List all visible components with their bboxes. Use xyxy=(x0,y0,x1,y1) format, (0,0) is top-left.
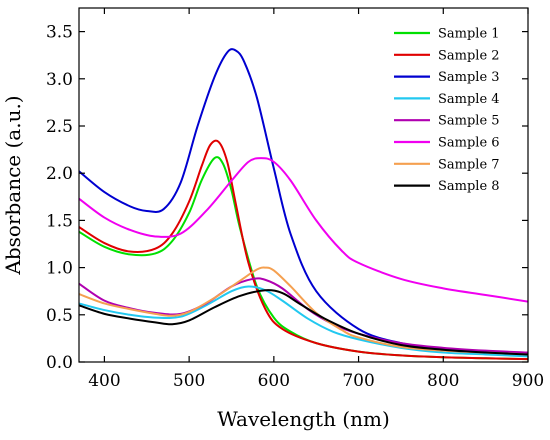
y-axis-title: Absorbance (a.u.) xyxy=(1,95,25,275)
legend-label-sample-5: Sample 5 xyxy=(438,114,500,129)
y-tick-label: 0.0 xyxy=(46,353,73,373)
y-tick-label: 3.0 xyxy=(46,70,73,90)
legend: Sample 1 Sample 2 Sample 3 Sample 4 Sample 5… xyxy=(394,27,500,194)
plot-frame xyxy=(78,7,529,363)
y-tick-label: 2.0 xyxy=(46,164,73,184)
series-layer xyxy=(79,48,528,361)
x-axis-title: Wavelength (nm) xyxy=(217,407,390,431)
y-tick-label: 1.0 xyxy=(46,259,73,279)
x-tick-label: 700 xyxy=(342,371,374,391)
series-line-sample-2 xyxy=(79,139,528,361)
legend-label-sample-3: Sample 3 xyxy=(438,70,500,85)
legend-label-sample-1: Sample 1 xyxy=(438,27,500,42)
ticks-layer: 400 500 600 700 800 900 0.0 0.5 1.0 1.5 2.0 2.5 3.0 3… xyxy=(46,8,544,391)
x-tick-label: 900 xyxy=(512,371,544,391)
x-tick-label: 800 xyxy=(427,371,459,391)
series-line-sample-7 xyxy=(79,266,528,356)
y-tick-label: 1.5 xyxy=(46,211,73,231)
legend-label-sample-4: Sample 4 xyxy=(438,92,500,107)
y-tick-label: 3.5 xyxy=(46,23,73,43)
legend-label-sample-2: Sample 2 xyxy=(438,48,500,63)
legend-label-sample-6: Sample 6 xyxy=(438,136,500,151)
y-tick-label: 2.5 xyxy=(46,117,73,137)
series-line-sample-8 xyxy=(79,289,528,356)
legend-label-sample-8: Sample 8 xyxy=(438,179,500,194)
x-tick-label: 500 xyxy=(173,371,205,391)
series-line-sample-6 xyxy=(79,157,528,303)
x-tick-label: 600 xyxy=(258,371,290,391)
y-tick-label: 0.5 xyxy=(46,306,73,326)
x-tick-label: 400 xyxy=(88,371,120,391)
legend-label-sample-7: Sample 7 xyxy=(438,157,500,172)
